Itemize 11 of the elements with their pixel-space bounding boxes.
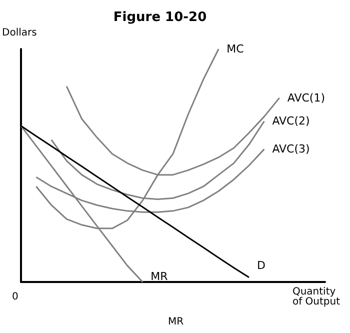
chart-title: Figure 10-20 <box>113 10 207 25</box>
y-axis-title: Dollars <box>2 28 37 38</box>
x-axis-title: Quantity of Output <box>292 286 340 308</box>
series-label: AVC(1) <box>287 91 326 104</box>
text: 0 <box>12 292 18 302</box>
text: MR <box>168 316 184 328</box>
series-label: MR <box>150 270 168 283</box>
series-label: AVC(2) <box>272 114 310 128</box>
series-label: AVC(3) <box>272 142 310 156</box>
series-label: D <box>257 258 266 272</box>
series-label: MC <box>226 42 244 56</box>
